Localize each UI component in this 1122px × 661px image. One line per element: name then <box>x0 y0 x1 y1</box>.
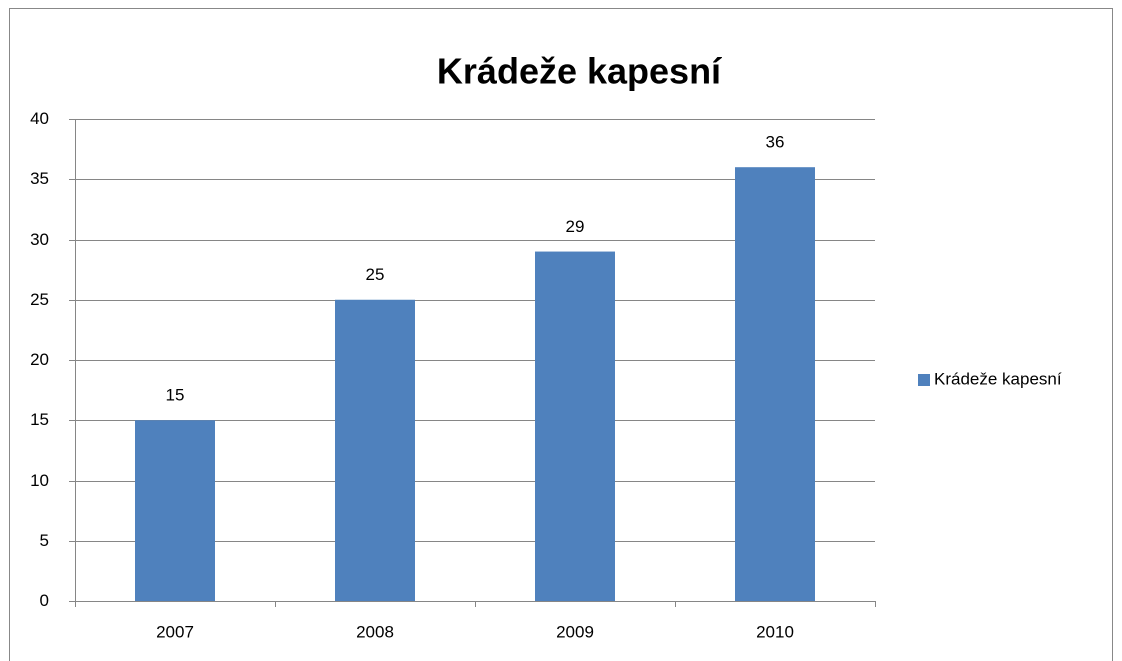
legend-label: Krádeže kapesní <box>934 369 1062 388</box>
x-tick-label: 2010 <box>756 622 794 641</box>
x-tick-label: 2008 <box>356 622 394 641</box>
y-tick-label: 10 <box>30 471 49 490</box>
x-tick-label: 2007 <box>156 622 194 641</box>
bar <box>735 167 815 601</box>
legend-swatch <box>918 374 930 386</box>
x-tick-label: 2009 <box>556 622 594 641</box>
bar <box>535 251 615 602</box>
data-label: 15 <box>166 386 185 405</box>
y-tick-label: 35 <box>30 169 49 188</box>
y-tick-label: 5 <box>40 531 49 550</box>
chart-title: Krádeže kapesní <box>437 51 722 92</box>
data-label: 36 <box>766 133 785 152</box>
y-tick-label: 0 <box>40 591 49 610</box>
data-label: 25 <box>366 265 385 284</box>
y-tick-label: 30 <box>30 230 49 249</box>
bar <box>135 420 215 601</box>
y-tick-label: 40 <box>30 109 49 128</box>
y-tick-label: 25 <box>30 290 49 309</box>
data-label: 29 <box>566 217 585 236</box>
bar <box>335 299 415 601</box>
y-tick-label: 20 <box>30 350 49 369</box>
y-tick-label: 15 <box>30 410 49 429</box>
